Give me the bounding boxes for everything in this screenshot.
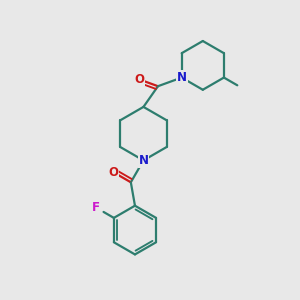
Text: O: O: [134, 73, 144, 86]
Text: N: N: [177, 71, 187, 84]
Text: O: O: [108, 166, 118, 179]
Text: F: F: [92, 201, 100, 214]
Text: N: N: [139, 154, 148, 167]
